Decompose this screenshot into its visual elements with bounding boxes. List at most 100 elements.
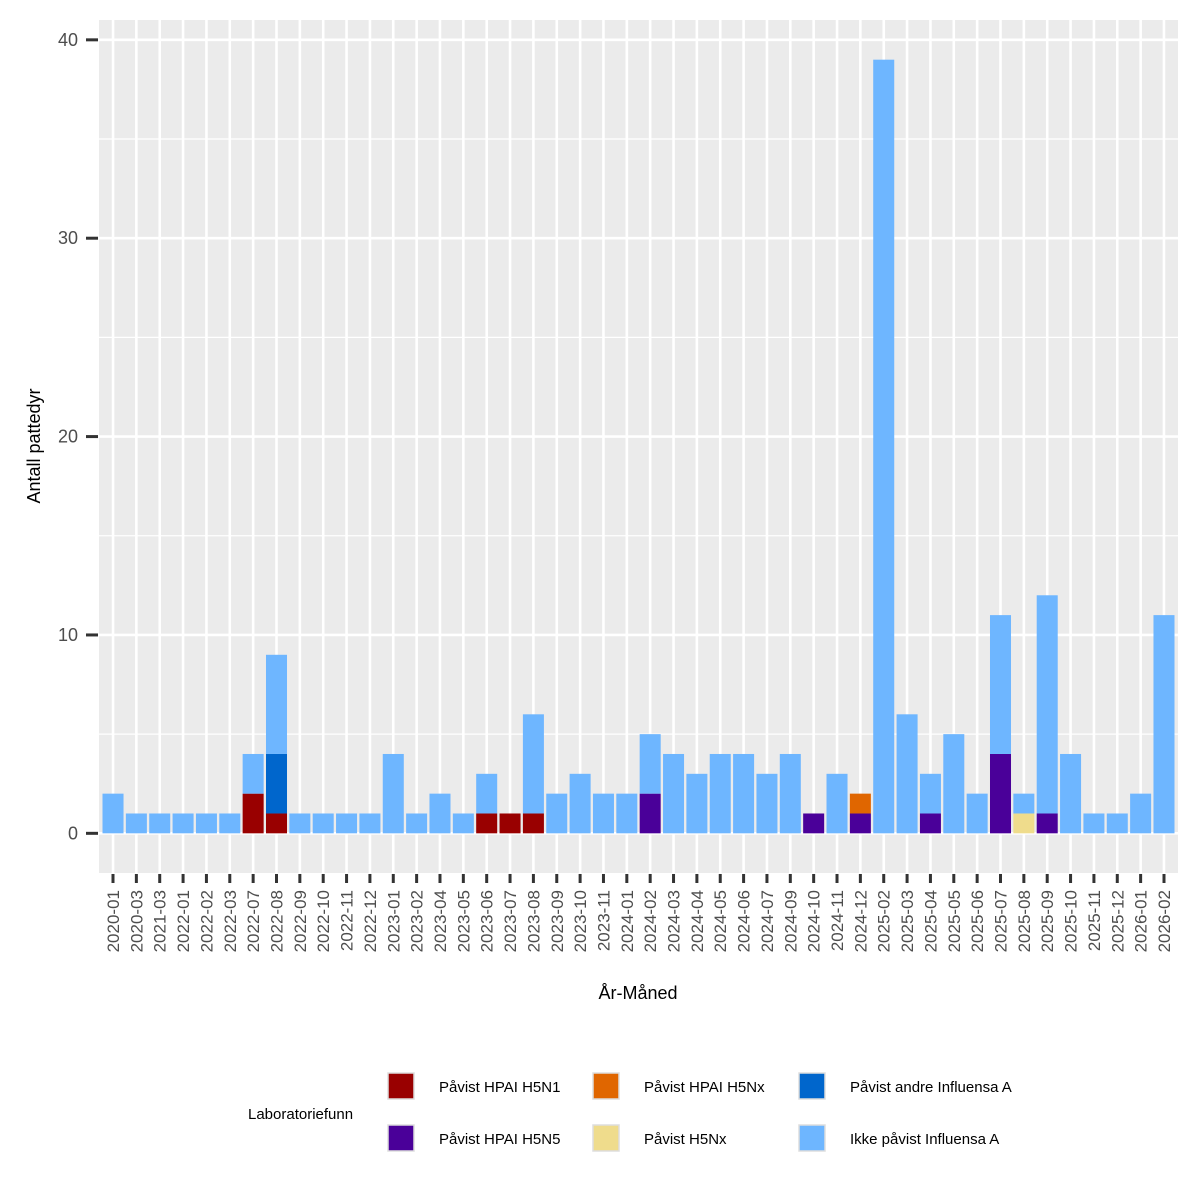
y-axis: 0 10 20 30 40 [58,30,98,843]
y-tick-label: 0 [68,823,78,843]
x-tick-label: 2024-01 [618,890,637,952]
bar-segment [102,793,124,834]
y-tick-label: 10 [58,625,78,645]
bar-segment [1013,793,1035,814]
bar-segment [849,813,871,834]
y-tick-label: 20 [58,427,78,447]
bar-segment [219,813,241,834]
legend-label: Påvist andre Influensa A [850,1079,1012,1096]
legend-label: Påvist HPAI H5N5 [439,1131,560,1148]
bar-segment [569,773,591,834]
bar-segment [336,813,358,834]
bar-segment [1036,813,1058,834]
x-tick-label: 2024-11 [828,890,847,951]
x-tick-label: 2025-02 [875,890,894,952]
x-tick-label: 2022-07 [244,890,263,952]
bar-segment [616,793,638,834]
legend-swatch [387,1124,415,1152]
x-tick-label: 2025-08 [1015,890,1034,952]
legend-swatch [387,1072,415,1100]
bar-segment [919,813,941,834]
bar-segment [1153,615,1175,834]
bar-segment [149,813,171,834]
y-tick-label: 30 [58,228,78,248]
bar-segment [1106,813,1128,834]
bar-segment [522,714,544,814]
bar-segment [406,813,428,834]
bar-segment [1060,753,1082,834]
bar-segment [429,793,451,834]
x-tick-label: 2024-04 [688,890,707,952]
x-tick-label: 2023-09 [548,890,567,952]
bar-segment [499,813,521,834]
x-tick-label: 2025-07 [992,890,1011,952]
x-tick-label: 2022-11 [338,890,357,951]
legend-swatch [592,1124,620,1152]
bar-segment [1130,793,1152,834]
x-tick-label: 2022-08 [267,890,286,952]
x-tick-label: 2023-10 [571,890,590,952]
bar-segment [826,773,848,834]
bar-segment [873,59,895,834]
bar-segment [476,773,498,814]
bar-segment [265,654,288,754]
legend-label: Påvist H5Nx [644,1131,727,1148]
legend-label: Ikke påvist Influensa A [850,1131,999,1148]
bars-group [102,59,1175,834]
bar-segment [242,793,264,834]
x-tick-label: 2023-06 [478,890,497,952]
bar-segment [686,773,708,834]
x-tick-label: 2022-02 [197,890,216,952]
x-tick-label: 2025-10 [1062,890,1081,952]
x-tick-label: 2024-05 [711,890,730,952]
x-tick-label: 2023-05 [454,890,473,952]
bar-segment [265,813,288,834]
x-tick-label: 2025-12 [1108,890,1127,952]
bar-segment [476,813,498,834]
x-tick-label: 2023-08 [524,890,543,952]
legend-swatch [798,1124,826,1152]
x-tick-label: 2021-03 [151,890,170,952]
bar-segment [312,813,334,834]
x-axis-title: År-Måned [598,983,677,1003]
bar-segment [896,714,918,834]
bar-segment [709,753,731,834]
legend-title: Laboratoriefunn [248,1106,353,1123]
x-tick-label: 2024-10 [805,890,824,952]
x-tick-label: 2023-07 [501,890,520,952]
bar-segment [592,793,614,834]
legend: Laboratoriefunn Påvist HPAI H5N1 Påvist H… [248,1072,1012,1152]
x-tick-label: 2023-04 [431,890,450,952]
x-tick-label: 2024-09 [781,890,800,952]
x-tick-label: 2026-02 [1155,890,1174,952]
bar-segment [289,813,311,834]
x-tick-label: 2022-09 [291,890,310,952]
bar-segment [452,813,474,834]
legend-swatch [592,1072,620,1100]
x-tick-label: 2020-01 [104,890,123,952]
x-tick-label: 2022-01 [174,890,193,952]
y-tick-label: 40 [58,30,78,50]
bar-segment [803,813,825,834]
legend-label: Påvist HPAI H5N1 [439,1079,560,1096]
bar-segment [943,734,965,834]
x-tick-label: 2022-10 [314,890,333,952]
x-tick-label: 2020-03 [127,890,146,952]
bar-segment [382,753,404,834]
bar-segment [522,813,544,834]
x-tick-label: 2025-05 [945,890,964,952]
x-tick-label: 2026-01 [1132,890,1151,952]
x-tick-label: 2022-12 [361,890,380,952]
legend-swatch [798,1072,826,1100]
x-tick-label: 2025-03 [898,890,917,952]
bar-segment [1013,813,1035,834]
x-tick-label: 2024-03 [665,890,684,952]
bar-segment [779,753,801,834]
bar-segment [849,793,871,814]
x-tick-label: 2023-01 [384,890,403,952]
bar-segment [172,813,194,834]
bar-segment [359,813,381,834]
x-tick-label: 2024-06 [735,890,754,952]
y-axis-title: Antall pattedyr [24,388,44,503]
